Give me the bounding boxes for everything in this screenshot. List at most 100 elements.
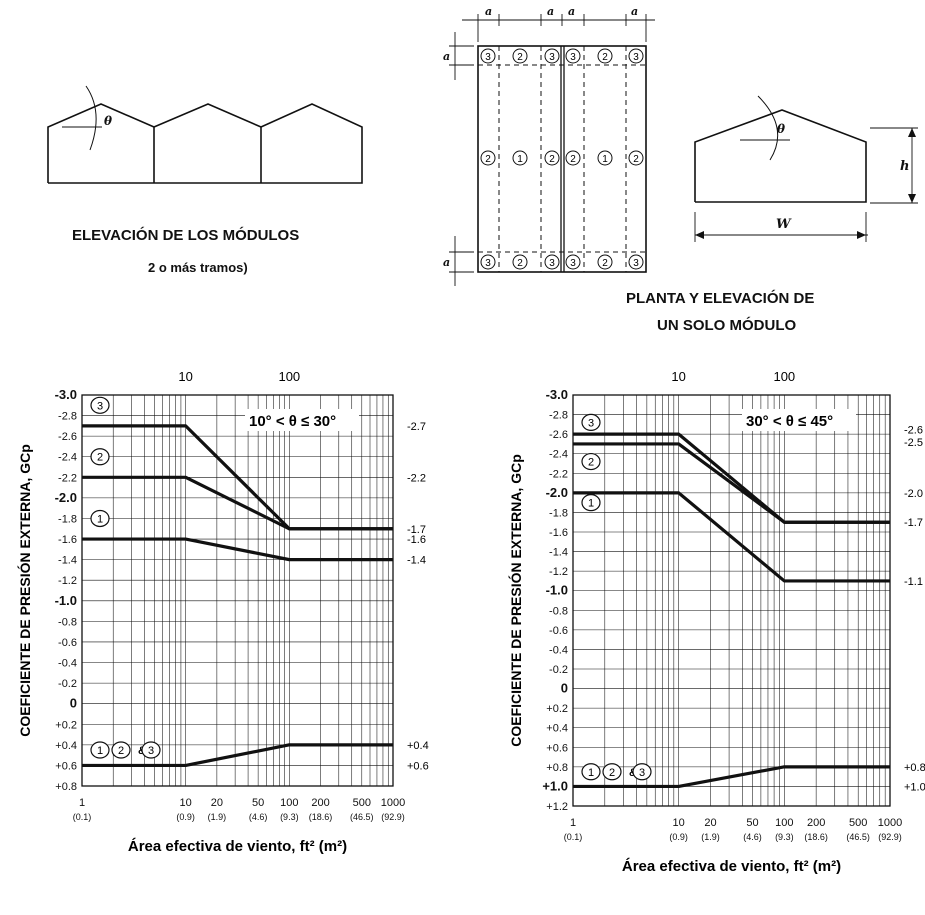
y-tick-label: -2.6 — [58, 431, 77, 443]
zone-marker — [512, 48, 528, 64]
y-tick-label: -0.4 — [549, 644, 568, 656]
x-tick-label: 1000 — [878, 817, 902, 829]
plan-zone-markers: 3 2 3 3 2 3 2 1 2 2 1 2 3 2 3 3 2 3 — [480, 48, 644, 270]
top-axis-tick-label: 100 — [278, 369, 300, 384]
zone-marker-label: 2 — [517, 52, 523, 63]
zone-marker-label: 2 — [517, 258, 523, 269]
arrowhead — [857, 231, 866, 239]
x-tick-label: 10 — [180, 797, 192, 809]
x-tick-sublabel: (92.9) — [878, 832, 902, 842]
y-tick-label: +0.2 — [546, 703, 568, 715]
zone-marker-label: 3 — [633, 52, 639, 63]
arrowhead — [695, 231, 704, 239]
curve-label-circle — [581, 763, 601, 781]
y-tick-label: +0.6 — [55, 760, 77, 772]
y-tick-label: -0.2 — [549, 664, 568, 676]
right-value-label: +0.4 — [407, 740, 429, 752]
zone-marker-label: 2 — [485, 154, 491, 165]
plan-dimension-labels: a a a a a a — [443, 5, 638, 269]
zone-marker-label: 3 — [570, 52, 576, 63]
y-tick-label: -1.2 — [549, 566, 568, 578]
zone-marker — [628, 48, 644, 64]
right-value-label: -2.6 — [904, 424, 923, 436]
y-tick-label: -1.6 — [549, 527, 568, 539]
modules-outline — [47, 103, 363, 184]
theta-symbol: θ — [104, 114, 112, 128]
zone-marker-label: 3 — [485, 52, 491, 63]
curve-label-circle — [581, 494, 601, 512]
zone-marker — [544, 150, 560, 166]
dimension-a-label: a — [443, 50, 450, 63]
right-value-label: -1.7 — [904, 517, 923, 529]
dimension-a-label: a — [568, 5, 575, 18]
right-value-label: +1.0 — [904, 781, 925, 793]
zone-marker-label: 3 — [485, 258, 491, 269]
curve-label-circle — [141, 741, 161, 759]
curve-label: 3 — [148, 745, 154, 757]
zone-marker — [628, 254, 644, 270]
zone-marker — [597, 150, 613, 166]
curve-label: 2 — [609, 767, 615, 779]
chart-title-background — [245, 409, 359, 431]
top-axis-tick-label: 100 — [773, 369, 795, 384]
right-value-label: +0.8 — [904, 762, 925, 774]
zone-marker-label: 1 — [602, 154, 608, 165]
curve-label: 3 — [588, 417, 594, 429]
curve-label-circle — [90, 448, 110, 466]
x-tick-label: 500 — [849, 817, 867, 829]
modules-subcaption: 2 o más tramos) — [148, 260, 248, 275]
theta-symbol: θ — [777, 122, 785, 136]
curve-label: 1 — [588, 498, 594, 510]
gcp-chart-10-30: -3.0 -2.8 -2.6 -2.4 -2.2 -2.0 -1.8 -1.6 -1.4 -1.2… — [16, 369, 429, 855]
zone-marker — [597, 254, 613, 270]
x-tick-sublabel: (18.6) — [309, 812, 333, 822]
y-tick-label: +0.2 — [55, 719, 77, 731]
single-module-outline — [694, 109, 867, 203]
dimension-a-label: a — [547, 5, 554, 18]
single-module-elevation-diagram — [694, 95, 918, 242]
series-line-1 — [573, 491, 890, 583]
x-tick-sublabel: (0.9) — [176, 812, 195, 822]
zone-marker-label: 2 — [602, 258, 608, 269]
zone-marker — [480, 48, 496, 64]
zone-marker-label: 3 — [570, 258, 576, 269]
x-tick-sublabel: (4.6) — [743, 832, 762, 842]
plan-view-diagram — [449, 14, 655, 286]
y-axis-title: COEFICIENTE DE PRESIÓN EXTERNA, GCp — [16, 444, 33, 736]
single-module-subcaption: UN SOLO MÓDULO — [657, 316, 796, 334]
y-tick-label: +0.4 — [546, 723, 568, 735]
right-value-label: -1.4 — [407, 555, 426, 567]
x-tick-sublabel: (4.6) — [249, 812, 268, 822]
y-tick-label: -0.2 — [58, 678, 77, 690]
plot-frame — [81, 394, 394, 787]
x-tick-sublabel: (46.5) — [846, 832, 870, 842]
zone-marker — [480, 254, 496, 270]
zone-marker — [512, 150, 528, 166]
y-tick-label: +1.0 — [542, 778, 568, 793]
curve-label: 3 — [97, 400, 103, 412]
plan-outline — [477, 45, 647, 273]
x-tick-sublabel: (9.3) — [775, 832, 794, 842]
y-tick-label: -2.8 — [58, 411, 77, 423]
series-line-1-2-3 — [573, 765, 890, 789]
arrowhead — [908, 128, 916, 137]
right-value-label: -1.6 — [407, 534, 426, 546]
series-line-3 — [573, 432, 890, 524]
zone-marker-label: 2 — [570, 154, 576, 165]
y-tick-label: -0.6 — [549, 625, 568, 637]
dimension-a-label: a — [631, 5, 638, 18]
y-tick-label: -1.8 — [549, 507, 568, 519]
curve-label: 1 — [97, 513, 103, 525]
right-value-label: -1.7 — [407, 524, 426, 536]
zone-marker-label: 2 — [549, 154, 555, 165]
x-axis-title: Área efectiva de viento, ft² (m²) — [622, 858, 841, 875]
zone-marker-label: 3 — [549, 258, 555, 269]
y-tick-label: -1.4 — [58, 555, 77, 567]
curve-label-circle — [111, 741, 131, 759]
y-tick-label: +0.4 — [55, 740, 77, 752]
y-tick-label: -0.6 — [58, 637, 77, 649]
zone-marker — [480, 150, 496, 166]
zone-marker — [512, 254, 528, 270]
y-tick-label: -0.8 — [549, 605, 568, 617]
